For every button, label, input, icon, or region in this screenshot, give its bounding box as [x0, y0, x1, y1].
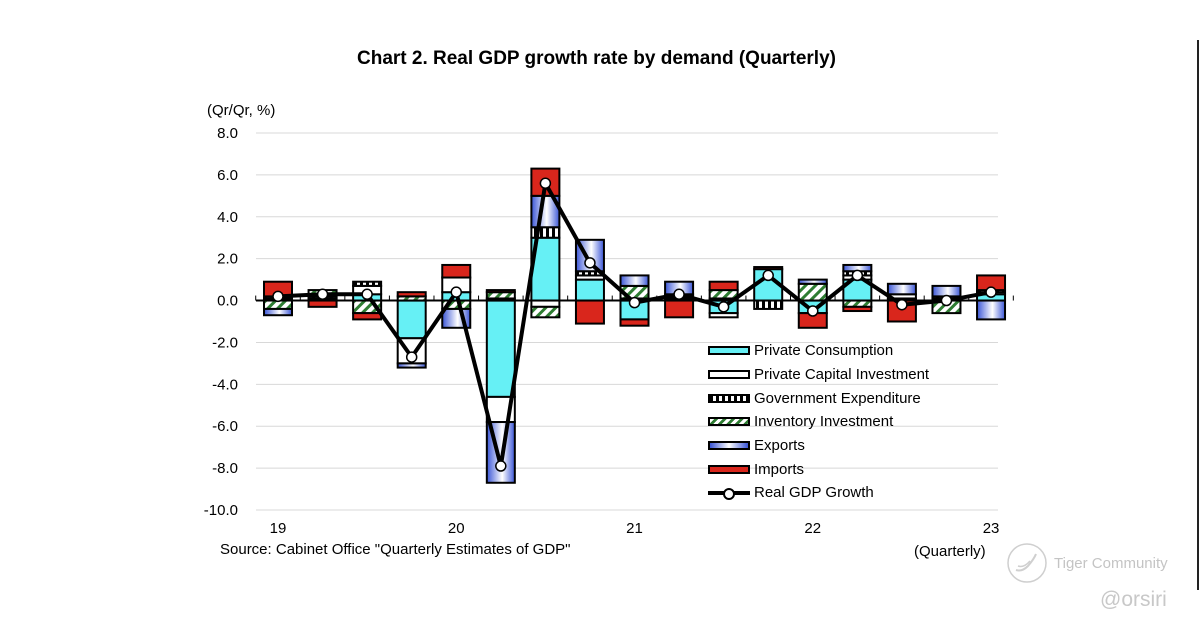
legend-swatch-inventory-investment [708, 417, 750, 427]
bar-segment-pci [708, 312, 739, 319]
bar-segment-gov [753, 299, 784, 310]
y-tick-label: 8.0 [217, 125, 238, 142]
y-tick-label: -4.0 [212, 376, 238, 393]
watermark-handle: @orsiri [1100, 588, 1167, 611]
legend-label: Private Capital Investment [754, 366, 930, 384]
bar-segment-gov [352, 280, 383, 287]
legend-item-inventory-investment: Inventory Investment [708, 410, 929, 434]
bar-segment-imp [441, 263, 472, 279]
bar-segment-inv [708, 289, 739, 300]
gdp-point [539, 177, 552, 190]
y-tick-label: 4.0 [217, 209, 238, 226]
bar-stack [574, 238, 605, 325]
legend-item-exports: Exports [708, 434, 929, 458]
legend-swatch-exports [708, 441, 750, 451]
x-year-label: 21 [626, 520, 643, 537]
legend-label: Private Consumption [754, 342, 894, 360]
chart-title: Chart 2. Real GDP growth rate by demand … [357, 48, 836, 69]
legend: Private Consumption Private Capital Inve… [708, 339, 929, 505]
x-axis-unit-label: (Quarterly) [914, 543, 986, 560]
bar-segment-imp [619, 318, 650, 327]
legend-swatch-imports [708, 464, 750, 474]
legend-swatch-private-capital-investment [708, 370, 750, 380]
bar-segment-pc [574, 278, 605, 302]
y-tick-label: -8.0 [212, 460, 238, 477]
gdp-point [628, 296, 641, 309]
watermark-brand: Tiger Community [1054, 554, 1168, 572]
bar-segment-exp [619, 274, 650, 287]
bar-segment-imp [574, 299, 605, 325]
gdp-point [851, 269, 864, 282]
legend-swatch-real-gdp-growth [708, 486, 750, 500]
bar-segment-imp [753, 266, 784, 271]
x-axis-labels: 19 20 21 22 23 [270, 520, 1000, 537]
legend-label: Exports [754, 437, 805, 455]
gdp-point [495, 460, 507, 472]
bar-segment-inv [797, 282, 828, 302]
gdp-point [985, 286, 997, 298]
bar-segment-exp [263, 307, 293, 317]
x-year-label: 20 [448, 520, 465, 537]
bar-segment-pc [485, 299, 516, 398]
watermark: Tiger Community [1006, 542, 1168, 584]
y-tick-label: 6.0 [217, 167, 238, 184]
x-year-label: 23 [983, 520, 1000, 537]
gdp-point [896, 298, 908, 311]
y-tick-label: -6.0 [212, 418, 238, 435]
legend-item-government-expenditure: Government Expenditure [708, 386, 929, 410]
gdp-point [316, 288, 329, 301]
gdp-point [361, 288, 373, 301]
source-note: Source: Cabinet Office "Quarterly Estima… [220, 541, 571, 558]
gdp-point [450, 286, 463, 298]
x-year-label: 22 [804, 520, 821, 537]
y-tick-label: -2.0 [212, 334, 238, 351]
legend-item-real-gdp-growth: Real GDP Growth [708, 481, 929, 505]
bar-segment-imp [842, 305, 873, 313]
bar-segment-exp [797, 278, 828, 285]
bar-segment-exp [886, 282, 917, 296]
bar-segment-imp [485, 289, 516, 294]
gdp-point [807, 305, 819, 317]
gdp-point [762, 269, 774, 282]
legend-item-private-consumption: Private Consumption [708, 339, 929, 363]
legend-item-private-capital-investment: Private Capital Investment [708, 363, 929, 387]
bar-segment-imp [352, 312, 383, 321]
gdp-point [405, 351, 418, 363]
bar-segment-exp [976, 299, 1007, 321]
x-year-label: 19 [270, 520, 287, 537]
bar-segment-imp [664, 299, 695, 319]
y-tick-label: 0.0 [217, 293, 238, 310]
bar-stack [530, 167, 561, 319]
legend-label: Government Expenditure [754, 389, 921, 407]
gridlines [256, 132, 998, 511]
legend-label: Inventory Investment [754, 413, 894, 431]
gdp-point [272, 290, 284, 303]
tiger-logo-icon [1007, 543, 1047, 583]
legend-swatch-government-expenditure [708, 393, 750, 403]
gdp-point [940, 294, 953, 307]
gdp-point [673, 288, 685, 301]
y-tick-label: -10.0 [204, 502, 238, 519]
bar-segment-exp [931, 284, 962, 298]
bar-segment-imp [708, 280, 739, 292]
y-axis-ticks: 8.0 6.0 4.0 2.0 0.0 -2.0 -4.0 -6.0 -8.0 -10.0 [204, 125, 238, 519]
legend-item-imports: Imports [708, 457, 929, 481]
bar-segment-inv [530, 305, 561, 319]
y-axis-unit-label: (Qr/Qr, %) [207, 102, 276, 119]
gdp-line [272, 177, 997, 472]
legend-label: Imports [754, 460, 805, 478]
gdp-point [584, 257, 596, 269]
gdp-point [717, 301, 730, 313]
bar-segment-exp [396, 362, 427, 369]
bar-segment-imp [396, 291, 427, 298]
frame-border [1197, 40, 1199, 590]
legend-label: Real GDP Growth [754, 484, 874, 502]
legend-swatch-private-consumption [708, 346, 750, 356]
y-tick-label: 2.0 [217, 251, 238, 268]
bar-segment-pc [396, 299, 427, 340]
